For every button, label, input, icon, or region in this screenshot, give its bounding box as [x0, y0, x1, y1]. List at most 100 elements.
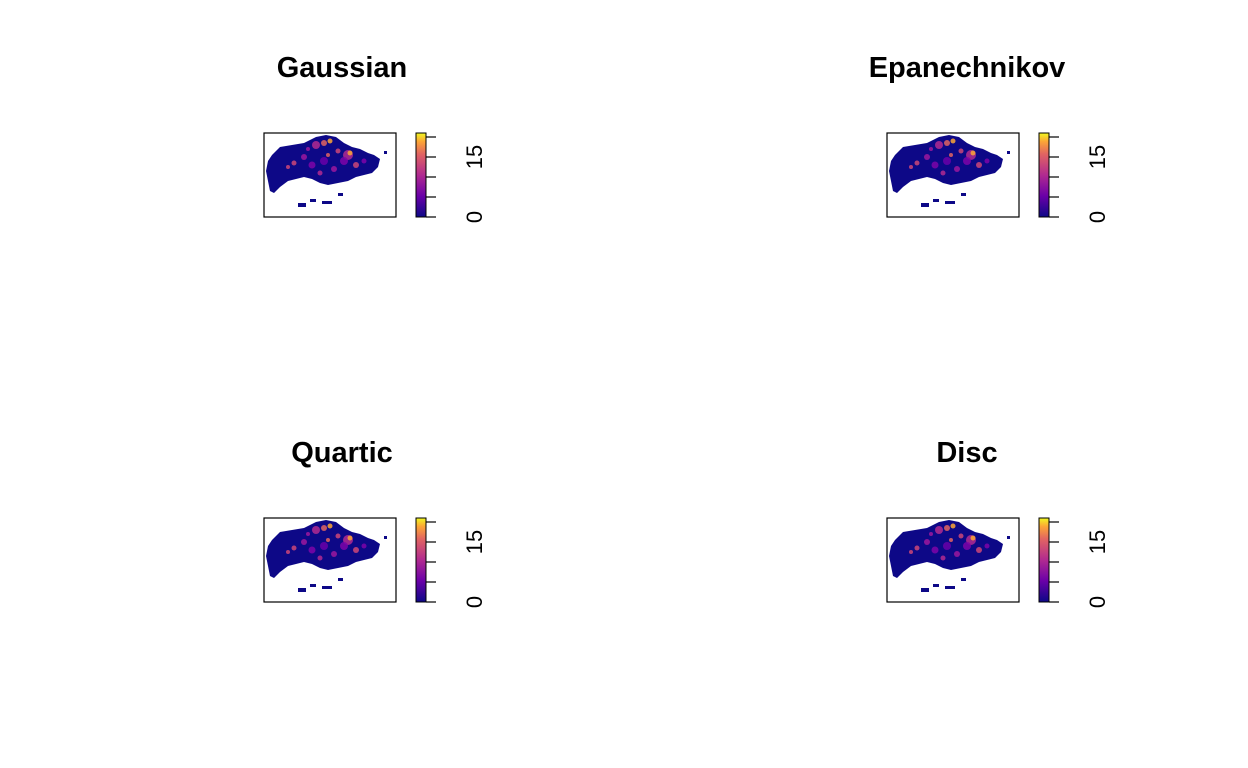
density-hotspot [321, 525, 327, 531]
hotspot-layer [286, 138, 367, 176]
density-hotspot [317, 170, 323, 176]
panel-title: Gaussian [277, 52, 408, 84]
density-hotspot [327, 523, 333, 529]
density-hotspot [935, 141, 943, 149]
panel-title: Disc [936, 437, 997, 469]
density-hotspot [954, 166, 960, 172]
density-hotspot [361, 158, 367, 164]
density-hotspot [970, 535, 976, 541]
density-hotspot [327, 138, 333, 144]
density-hotspot [943, 542, 951, 550]
density-hotspot [326, 153, 330, 157]
colorbar: 0 15 [415, 517, 487, 608]
density-hotspot [963, 542, 971, 550]
colorbar-label-0: 0 [1085, 211, 1110, 223]
density-hotspot [286, 550, 290, 554]
density-map [886, 132, 1020, 218]
density-hotspot [306, 532, 310, 536]
colorbar-label-0: 0 [462, 211, 487, 223]
density-hotspot [291, 545, 297, 551]
colorbar-label-15: 15 [1085, 145, 1110, 169]
density-hotspot [984, 158, 990, 164]
colorbar-label-15: 15 [462, 145, 487, 169]
density-hotspot [914, 160, 920, 166]
colorbar-label-0: 0 [462, 596, 487, 608]
colorbar-label-15: 15 [462, 530, 487, 554]
density-hotspot [340, 542, 348, 550]
density-map [263, 517, 397, 603]
panel-gaussian: Gaussian 0 15 [263, 52, 487, 223]
colorbar-gradient [1038, 132, 1050, 218]
density-hotspot [935, 526, 943, 534]
density-hotspot [335, 533, 341, 539]
density-hotspot [940, 170, 946, 176]
density-hotspot [312, 526, 320, 534]
density-hotspot [320, 542, 328, 550]
colorbar-gradient [415, 517, 427, 603]
density-hotspot [347, 150, 353, 156]
density-hotspot [940, 555, 946, 561]
density-hotspot [306, 147, 310, 151]
colorbar-label-15: 15 [1085, 530, 1110, 554]
colorbar: 0 15 [415, 132, 487, 223]
colorbar-ticks [1049, 521, 1059, 603]
density-hotspot [924, 154, 930, 160]
density-hotspot [321, 140, 327, 146]
hotspot-layer [909, 523, 990, 561]
density-hotspot [320, 157, 328, 165]
density-hotspot [970, 150, 976, 156]
density-hotspot [361, 543, 367, 549]
density-hotspot [909, 550, 913, 554]
density-hotspot [914, 545, 920, 551]
density-hotspot [291, 160, 297, 166]
density-hotspot [943, 157, 951, 165]
panel-epanechnikov: Epanechnikov 0 15 [869, 52, 1110, 223]
density-hotspot [931, 161, 939, 169]
density-hotspot [984, 543, 990, 549]
density-hotspot [929, 532, 933, 536]
density-hotspot [944, 525, 950, 531]
colorbar-gradient [415, 132, 427, 218]
panel-disc: Disc 0 15 [886, 437, 1110, 608]
density-hotspot [301, 154, 307, 160]
density-hotspot [976, 162, 982, 168]
small-islands [298, 151, 387, 207]
density-hotspot [958, 533, 964, 539]
hotspot-layer [909, 138, 990, 176]
colorbar-ticks [426, 136, 436, 218]
density-hotspot [286, 165, 290, 169]
density-hotspot [340, 157, 348, 165]
colorbar: 0 15 [1038, 132, 1110, 223]
density-hotspot [301, 539, 307, 545]
colorbar-label-0: 0 [1085, 596, 1110, 608]
density-hotspot [950, 138, 956, 144]
colorbar-ticks [426, 521, 436, 603]
density-hotspot [353, 162, 359, 168]
density-map [263, 132, 397, 218]
density-hotspot [958, 148, 964, 154]
density-hotspot [949, 538, 953, 542]
density-hotspot [317, 555, 323, 561]
small-islands [298, 536, 387, 592]
density-hotspot [924, 539, 930, 545]
density-hotspot [308, 161, 316, 169]
density-hotspot [326, 538, 330, 542]
density-hotspot [976, 547, 982, 553]
density-hotspot [949, 153, 953, 157]
small-islands [921, 151, 1010, 207]
density-hotspot [335, 148, 341, 154]
density-hotspot [954, 551, 960, 557]
density-hotspot [331, 551, 337, 557]
panel-quartic: Quartic 0 15 [263, 437, 487, 608]
density-hotspot [963, 157, 971, 165]
colorbar-gradient [1038, 517, 1050, 603]
density-hotspot [347, 535, 353, 541]
density-hotspot [308, 546, 316, 554]
colorbar-ticks [1049, 136, 1059, 218]
density-map [886, 517, 1020, 603]
density-hotspot [909, 165, 913, 169]
panel-title: Epanechnikov [869, 52, 1066, 84]
panel-title: Quartic [291, 437, 393, 469]
density-hotspot [353, 547, 359, 553]
